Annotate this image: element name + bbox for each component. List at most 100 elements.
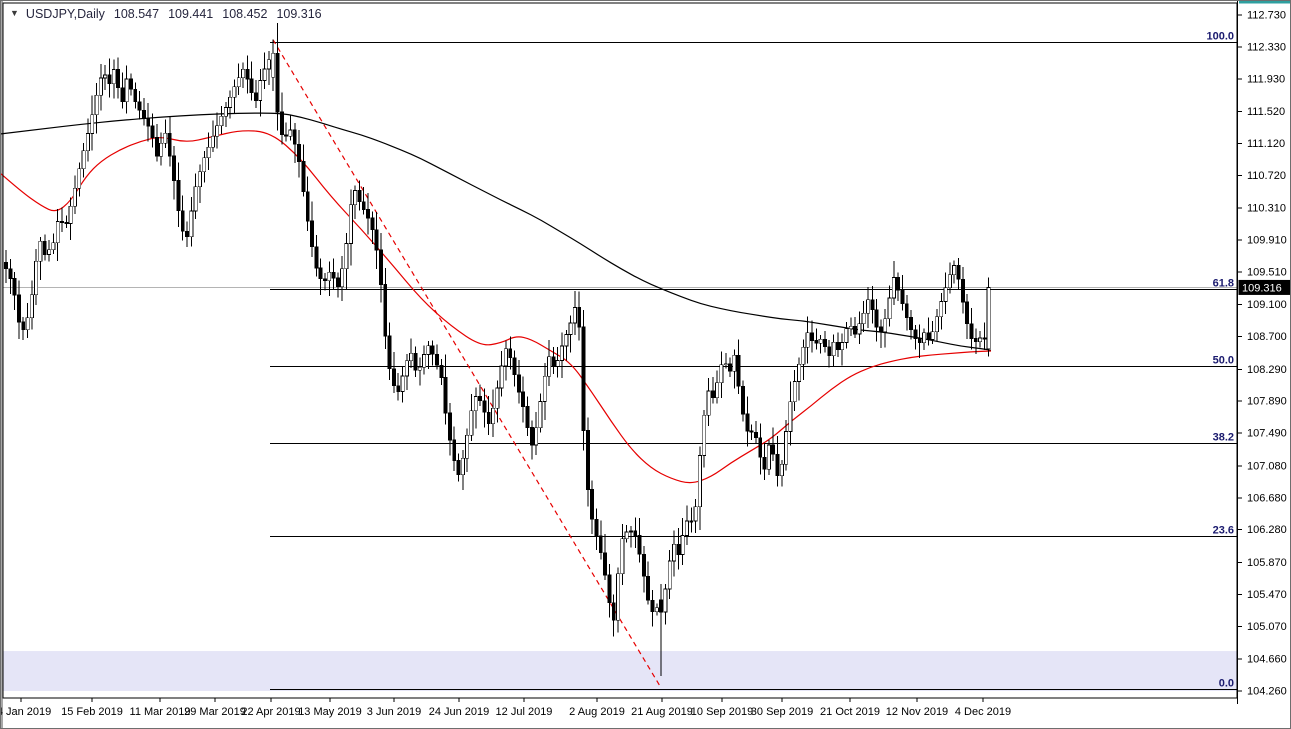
- candle-body: [486, 411, 491, 424]
- candle-body: [646, 575, 651, 601]
- candle-body: [973, 338, 978, 343]
- symbol-dropdown-icon[interactable]: ▼: [10, 8, 19, 18]
- candle-body: [775, 453, 780, 477]
- candle-body: [935, 316, 939, 333]
- candle-body: [103, 74, 108, 79]
- candle-body: [797, 364, 801, 382]
- candle-body: [288, 129, 293, 137]
- fib-trendline[interactable]: [272, 39, 662, 689]
- candle-body: [447, 412, 452, 441]
- plot-frame: [2, 2, 1238, 699]
- ohlc-low-value: 108.452: [222, 7, 268, 21]
- candle-body: [771, 444, 776, 455]
- price-axis-label: 104.660: [1247, 654, 1287, 666]
- candle-body: [723, 363, 728, 366]
- candle-body: [29, 294, 34, 319]
- candle-body: [650, 599, 655, 612]
- candle-body: [236, 77, 241, 87]
- candle-body: [753, 431, 758, 439]
- candle-body: [413, 352, 418, 371]
- candle-body: [732, 355, 737, 372]
- candle-body: [848, 325, 853, 330]
- ohlc-close-value: 109.316: [276, 7, 322, 21]
- price-axis-label: 111.120: [1247, 138, 1285, 150]
- candle-body: [676, 543, 681, 555]
- candle-body: [297, 143, 302, 162]
- candle-body: [310, 220, 314, 248]
- candle-body: [258, 80, 263, 101]
- candle-body: [896, 277, 901, 291]
- candle-body: [969, 323, 974, 339]
- candle-body: [215, 125, 220, 137]
- date-axis-label: 21 Aug 2019: [631, 706, 693, 718]
- candle-body: [659, 599, 664, 613]
- candle-body: [42, 241, 47, 255]
- candle-body: [137, 101, 142, 111]
- fib-level-label: 38.2: [1213, 432, 1234, 444]
- symbol-timeframe-label: USDJPY,Daily: [25, 7, 105, 21]
- date-axis-label: 29 Mar 2019: [184, 706, 246, 718]
- candle-body: [366, 209, 370, 219]
- candle-body: [874, 309, 879, 328]
- candle-body: [370, 217, 375, 231]
- candle-body: [939, 301, 944, 318]
- candle-body: [206, 146, 211, 159]
- candle-body: [439, 364, 444, 378]
- candle-body: [853, 325, 858, 335]
- price-axis-label: 109.510: [1247, 266, 1287, 278]
- candle-body: [374, 229, 379, 251]
- candle-body: [521, 391, 526, 407]
- candle-body: [107, 74, 112, 85]
- candle-body: [585, 430, 590, 490]
- price-axis-label: 107.490: [1247, 428, 1287, 440]
- candle-body: [534, 427, 539, 446]
- candle-body: [150, 125, 155, 138]
- candle-body: [986, 287, 991, 350]
- candle-body: [223, 107, 228, 117]
- candle-body: [866, 299, 870, 314]
- candle-body: [426, 345, 431, 355]
- candle-body: [633, 530, 638, 536]
- price-axis-label: 110.310: [1247, 203, 1286, 215]
- candle-body: [598, 535, 603, 553]
- candle-body: [305, 191, 310, 222]
- candle-body: [391, 368, 396, 387]
- candle-body: [878, 326, 883, 333]
- date-axis-label: 24 Jun 2019: [429, 706, 490, 718]
- candle-body: [271, 52, 276, 78]
- candle-body: [616, 573, 620, 621]
- candle-body: [292, 129, 297, 145]
- candle-body: [279, 111, 284, 136]
- candle-body: [159, 142, 164, 157]
- candle-body: [685, 520, 689, 536]
- candle-body: [25, 317, 30, 330]
- candle-body: [624, 531, 629, 540]
- candle-body: [663, 588, 668, 613]
- candle-body: [189, 210, 194, 238]
- candle-body: [542, 375, 547, 402]
- price-axis-label: 109.910: [1247, 235, 1287, 247]
- candle-body: [960, 278, 965, 303]
- candle-body: [611, 602, 616, 621]
- candle-body: [482, 400, 487, 413]
- candle-body: [301, 161, 306, 193]
- candle-body: [262, 68, 267, 81]
- candle-body: [383, 284, 388, 337]
- candle-body: [719, 364, 724, 384]
- ma-slow-black[interactable]: [1, 112, 992, 351]
- candle-body: [715, 382, 720, 399]
- candle-body: [12, 278, 17, 296]
- candle-body: [525, 406, 530, 428]
- ma-fast-red[interactable]: [1, 130, 992, 484]
- candle-body: [835, 341, 840, 351]
- candle-body: [827, 346, 832, 357]
- date-axis-label: 24 Jan 2019: [1, 706, 51, 718]
- candle-body: [741, 385, 745, 415]
- candle-body: [73, 187, 77, 207]
- candle-body: [693, 506, 698, 522]
- candle-body: [594, 518, 599, 537]
- candle-body: [504, 348, 508, 367]
- fib-level-label: 100.0: [1206, 31, 1234, 43]
- price-axis-label: 111.930: [1247, 73, 1285, 85]
